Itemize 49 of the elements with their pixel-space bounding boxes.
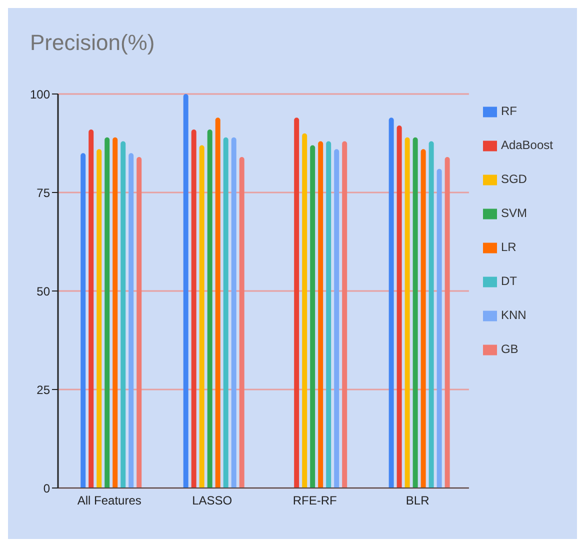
x-tick-label: All Features <box>77 494 142 508</box>
bar <box>444 157 450 488</box>
bar <box>342 141 348 488</box>
chart-title: Precision(%) <box>30 30 155 56</box>
y-tick-label: 0 <box>43 481 50 496</box>
bar <box>88 129 94 488</box>
bar <box>310 145 316 488</box>
y-tick-label: 25 <box>36 382 50 397</box>
legend-label: AdaBoost <box>500 138 553 152</box>
bar <box>239 157 244 488</box>
legend-label: KNN <box>500 308 526 322</box>
bar <box>136 157 142 488</box>
bar <box>207 129 212 488</box>
bar <box>334 149 340 488</box>
x-tick-label: BLR <box>406 494 430 508</box>
bar <box>428 141 434 488</box>
bar <box>420 149 426 488</box>
x-tick-label: LASSO <box>192 494 232 508</box>
bar <box>96 149 102 488</box>
legend-label: GB <box>500 342 518 356</box>
bar <box>191 129 196 488</box>
bar <box>396 126 402 488</box>
legend-label: DT <box>500 274 517 288</box>
bar <box>302 133 308 488</box>
bar <box>112 137 118 488</box>
bar <box>404 137 410 488</box>
legend-label: RF <box>500 104 517 118</box>
bar <box>326 141 332 488</box>
bar <box>412 137 418 488</box>
bar <box>294 118 300 488</box>
bar <box>388 118 394 488</box>
y-tick-label: 50 <box>36 284 50 298</box>
bar <box>223 137 228 488</box>
bar <box>128 153 134 488</box>
legend-label: LR <box>500 240 516 254</box>
bar <box>231 137 236 488</box>
bar <box>80 153 86 488</box>
y-tick-label: 100 <box>30 87 50 102</box>
bar <box>436 168 442 488</box>
bar <box>215 118 220 488</box>
bar <box>199 145 204 488</box>
bar <box>183 94 188 488</box>
legend-label: SGD <box>500 172 527 186</box>
bar <box>104 137 110 488</box>
x-tick-label: RFE-RF <box>292 494 337 508</box>
y-tick-label: 75 <box>36 186 50 200</box>
bar <box>120 141 126 488</box>
legend-label: SVM <box>500 206 527 220</box>
bar <box>318 141 324 488</box>
